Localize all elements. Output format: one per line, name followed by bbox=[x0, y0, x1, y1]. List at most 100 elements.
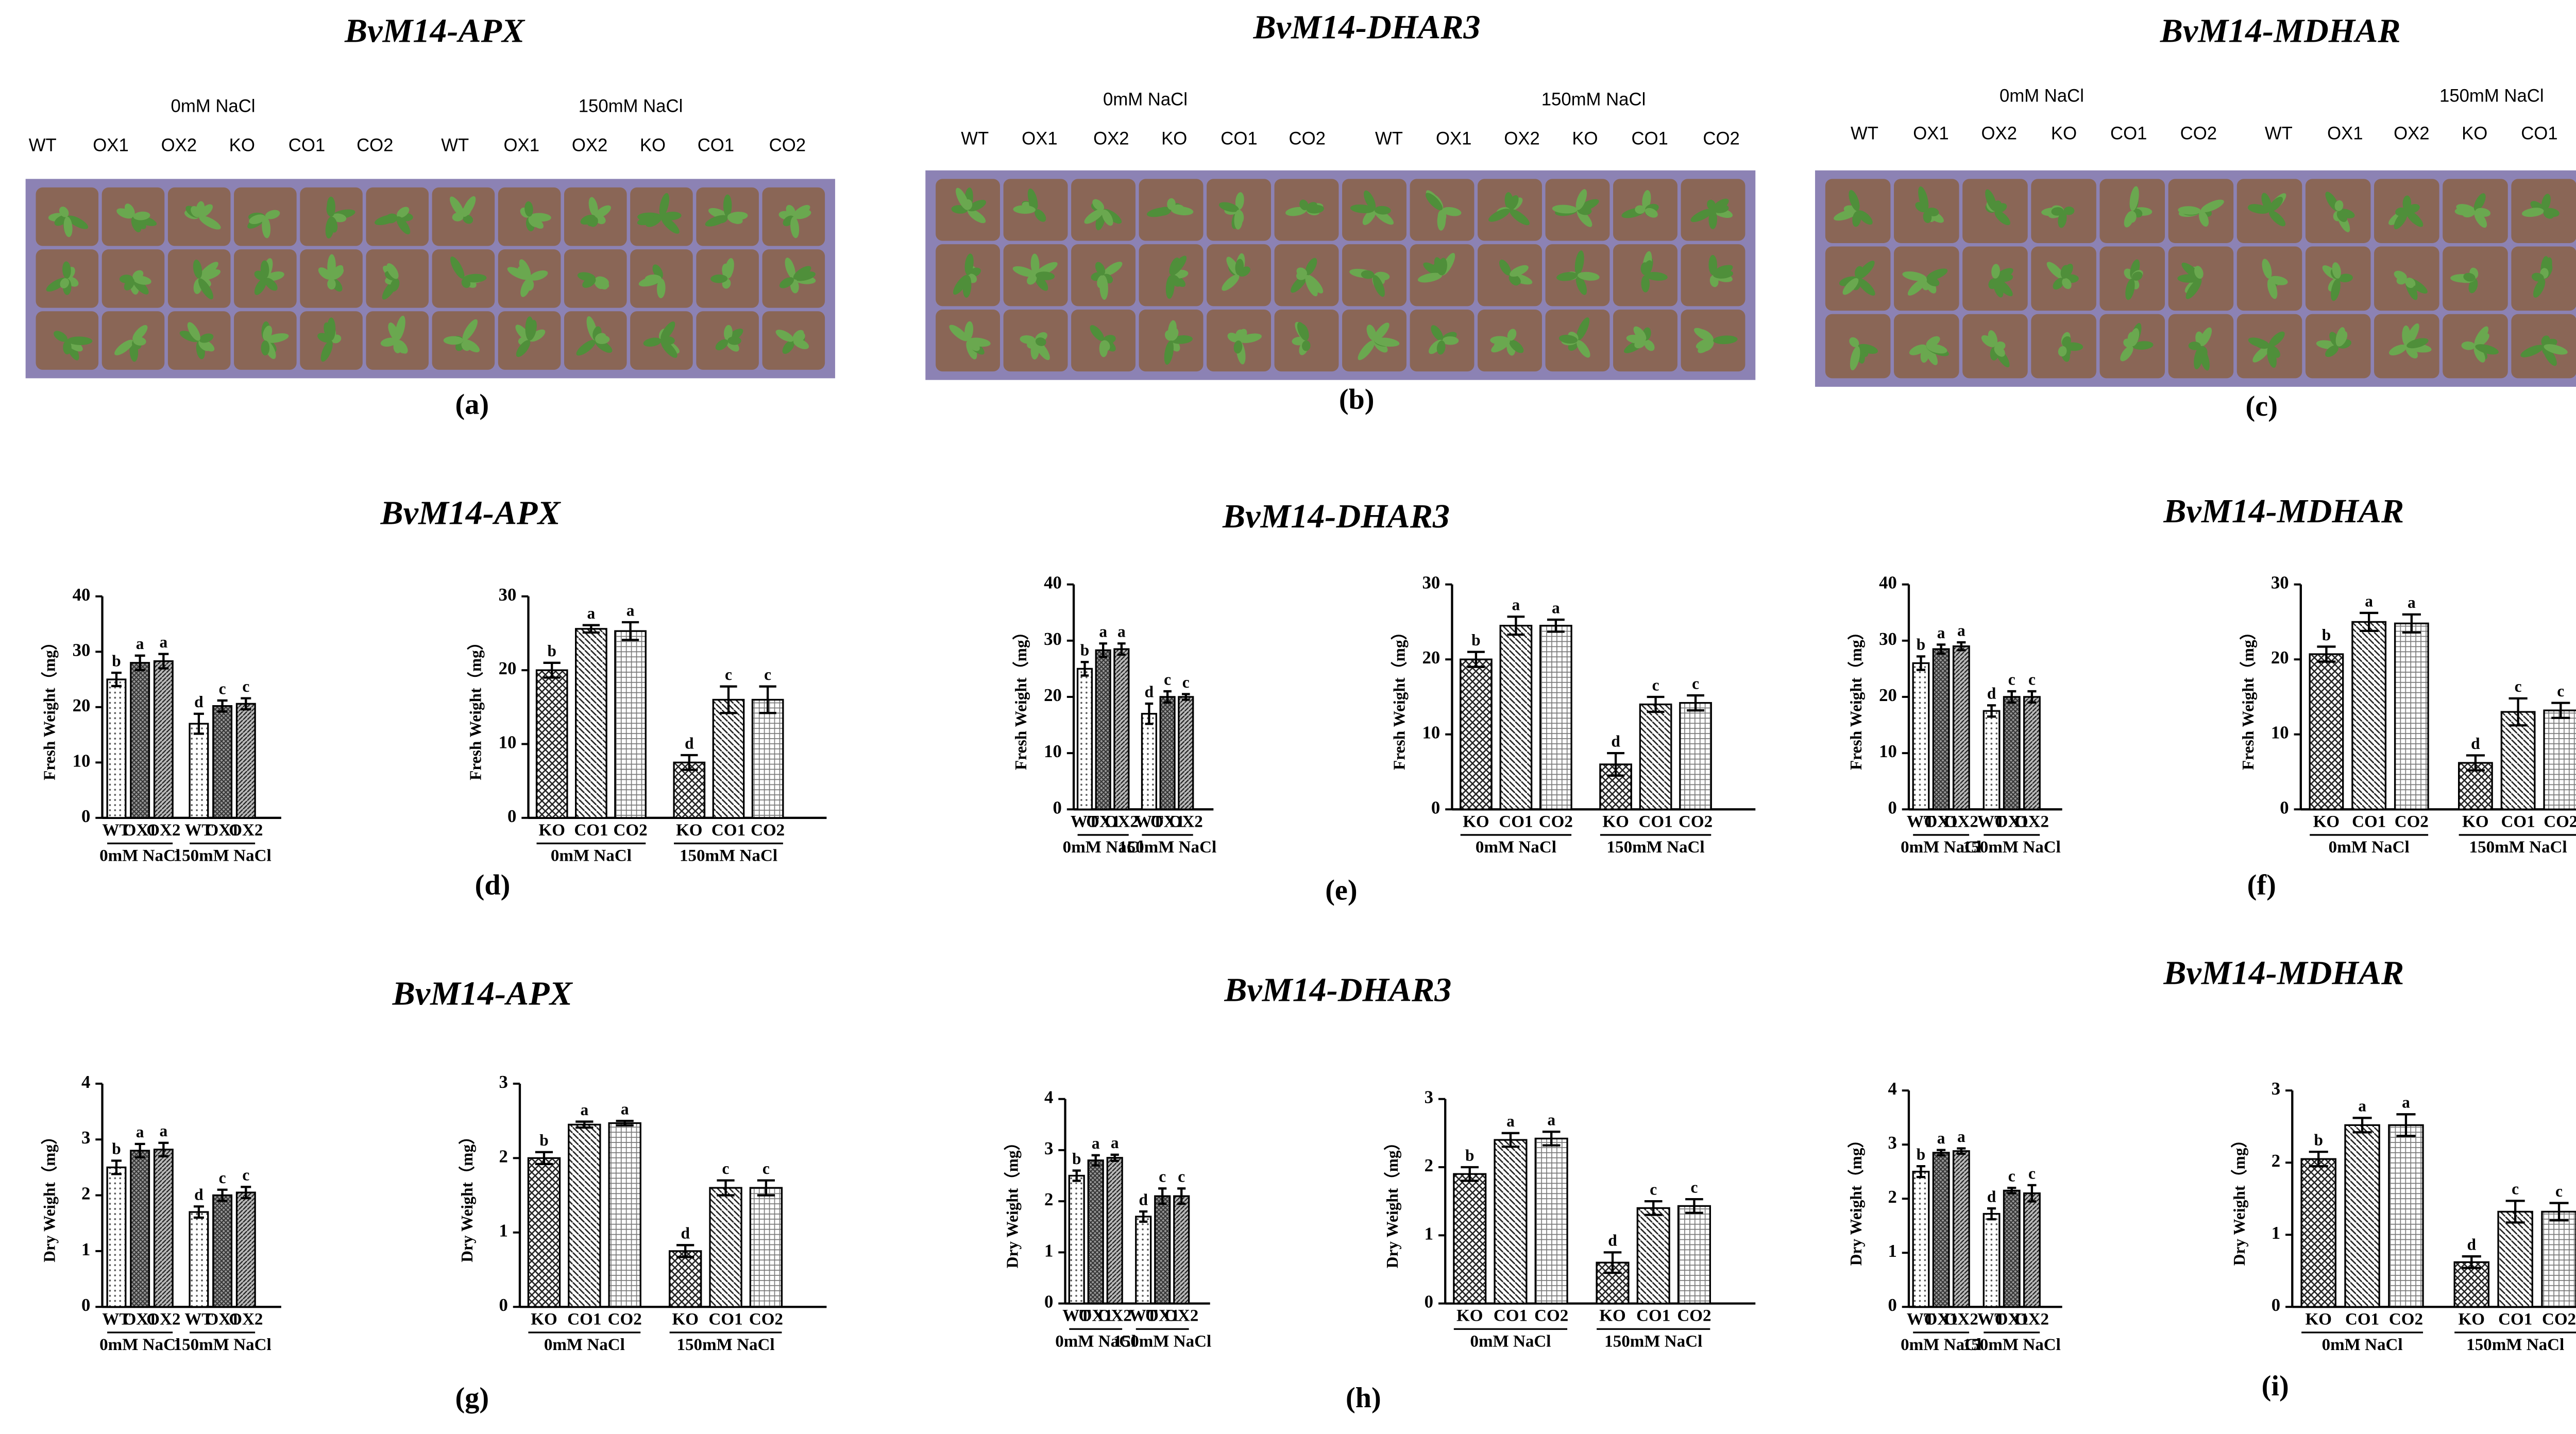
error-bar bbox=[681, 754, 698, 771]
error-bar bbox=[1957, 641, 1966, 652]
photo-leaf bbox=[66, 215, 89, 229]
photo-leaf bbox=[1857, 210, 1873, 225]
error-bar bbox=[1647, 695, 1665, 713]
panel-title: BvM14-MDHAR bbox=[2160, 12, 2401, 49]
photo-leaf bbox=[1858, 344, 1878, 354]
photo-leaf bbox=[263, 326, 273, 341]
photo-leaf bbox=[114, 339, 134, 355]
y-tick-label: 3 bbox=[1425, 1087, 1433, 1107]
photo-leaf bbox=[595, 205, 611, 218]
bar bbox=[614, 630, 647, 819]
photo-leaf bbox=[1494, 338, 1510, 349]
photo-lane-label: CO2 bbox=[2180, 124, 2217, 144]
group-label: 0mM NaCl bbox=[1901, 838, 1981, 857]
photo-leaf bbox=[1012, 266, 1036, 277]
photo-leaf bbox=[1577, 199, 1599, 212]
x-tick-label: KO bbox=[672, 1310, 698, 1328]
photo-group-label: 0mM NaCl bbox=[1103, 90, 1188, 109]
significance-letter: a bbox=[1937, 624, 1945, 642]
group-label: 150mM NaCl bbox=[677, 1336, 775, 1354]
bar bbox=[235, 703, 256, 819]
bar bbox=[1113, 648, 1130, 810]
photo-leaf bbox=[1035, 209, 1046, 222]
x-tick-label: CO2 bbox=[2395, 812, 2429, 831]
error-bar bbox=[1542, 1131, 1561, 1147]
photo-leaf bbox=[2406, 210, 2424, 227]
photo-leaf bbox=[1167, 198, 1176, 210]
significance-letter: a bbox=[580, 1101, 588, 1119]
photo-leaf bbox=[1507, 329, 1517, 341]
photo-leaf bbox=[328, 216, 338, 233]
photo-group-label: 150mM NaCl bbox=[579, 97, 683, 116]
error-bar bbox=[1987, 704, 1996, 718]
error-bar bbox=[193, 712, 204, 735]
photo-lane-label: CO2 bbox=[1703, 129, 1739, 148]
x-tick-label: WT bbox=[1977, 1310, 2006, 1328]
photo-leaf bbox=[1576, 317, 1590, 341]
photo-leaf bbox=[643, 337, 662, 347]
photo-leaf bbox=[782, 340, 795, 354]
photo-leaf bbox=[265, 210, 280, 219]
photo-leaf bbox=[775, 330, 794, 342]
x-tick-label: KO bbox=[1463, 812, 1489, 831]
photo-leaf bbox=[1084, 209, 1104, 224]
photo-leaf bbox=[2120, 346, 2133, 362]
bar bbox=[235, 1191, 256, 1308]
y-tick-label: 30 bbox=[1879, 629, 1897, 649]
bar bbox=[1154, 1195, 1171, 1305]
y-tick-label: 0 bbox=[1888, 797, 1896, 817]
photo-leaf bbox=[1640, 262, 1650, 276]
photo-leaf bbox=[463, 339, 480, 353]
bar bbox=[2388, 1124, 2424, 1308]
photo-leaf bbox=[529, 329, 546, 342]
photo-leaf bbox=[2332, 262, 2341, 279]
photo-leaf bbox=[397, 207, 410, 218]
bar bbox=[535, 669, 568, 819]
photo-leaf bbox=[529, 270, 548, 281]
group-label: 0mM NaCl bbox=[1063, 838, 1144, 857]
photo-leaf bbox=[1708, 254, 1717, 276]
photo-leaf bbox=[1645, 271, 1668, 281]
photo-lane-label: CO2 bbox=[1289, 129, 1326, 148]
bar bbox=[1087, 1159, 1104, 1305]
x-tick-label: WT bbox=[102, 821, 130, 840]
error-bar bbox=[241, 1186, 251, 1200]
photo-leaf bbox=[385, 213, 398, 223]
significance-letter: d bbox=[685, 734, 694, 752]
significance-letter: c bbox=[764, 665, 771, 684]
y-axis-label: Fresh Weight（mg） bbox=[1390, 624, 1408, 770]
panel-label: (e) bbox=[1325, 874, 1357, 906]
y-tick-label: 30 bbox=[1422, 573, 1440, 593]
y-tick-label: 0 bbox=[1044, 1292, 1053, 1312]
photo-leaf bbox=[1350, 204, 1375, 213]
photo-lane-label: OX1 bbox=[1913, 124, 1948, 144]
group-label: 150mM NaCl bbox=[174, 1336, 272, 1354]
group-label: 150mM NaCl bbox=[1963, 1336, 2061, 1354]
significance-letter: a bbox=[1117, 623, 1126, 641]
y-tick-label: 10 bbox=[1044, 741, 1062, 761]
x-tick-label: WT bbox=[1135, 812, 1163, 831]
significance-letter: c bbox=[722, 1159, 730, 1177]
x-tick-label: OX1 bbox=[1995, 812, 2029, 831]
photo-leaf bbox=[390, 278, 400, 292]
photo-leaf bbox=[1374, 206, 1391, 215]
error-bar bbox=[2551, 702, 2570, 719]
photo-leaf bbox=[2188, 342, 2201, 350]
error-bar bbox=[535, 1151, 553, 1166]
photo-lane-label: KO bbox=[1572, 129, 1598, 148]
x-tick-label: WT bbox=[184, 1310, 213, 1328]
y-tick-label: 40 bbox=[73, 585, 91, 605]
error-bar bbox=[134, 654, 145, 671]
bar bbox=[568, 1123, 601, 1308]
bar bbox=[1178, 696, 1194, 810]
photo-leaf bbox=[1995, 342, 2006, 350]
photo-leaf bbox=[1013, 205, 1036, 214]
significance-letter: b bbox=[2314, 1131, 2323, 1149]
photo-leaf bbox=[1834, 209, 1858, 221]
panel-title: BvM14-APX bbox=[380, 494, 561, 532]
bar bbox=[668, 1250, 702, 1308]
bar bbox=[1912, 662, 1930, 810]
photo-leaf bbox=[1713, 335, 1738, 345]
photo-leaf bbox=[264, 278, 278, 291]
photo-leaf bbox=[1985, 189, 1997, 211]
